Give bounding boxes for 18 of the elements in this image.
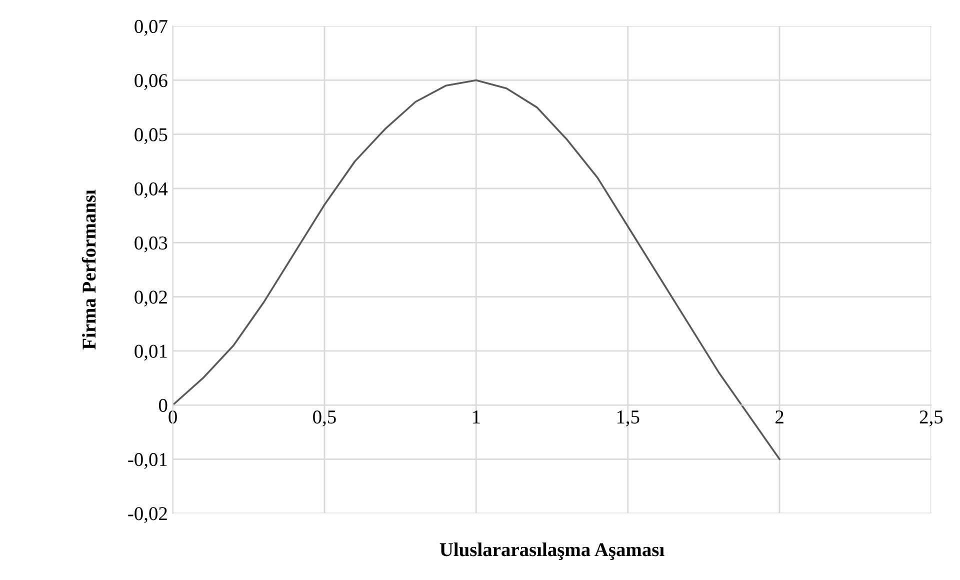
y-tick-label: 0,07 — [134, 20, 168, 36]
x-tick-label: 0,5 — [313, 410, 336, 426]
x-tick-label: 2,5 — [920, 410, 943, 426]
y-tick-label: 0,04 — [134, 182, 168, 198]
x-tick-label: 1 — [473, 410, 480, 424]
y-tick-label: -0,02 — [128, 507, 167, 524]
y-tick-label: 0,05 — [134, 128, 168, 144]
y-tick-label: 0,01 — [134, 344, 167, 361]
y-axis-title: Firma Performansı — [82, 190, 96, 350]
x-tick-label: 2 — [776, 410, 784, 424]
y-tick-label: 0,06 — [134, 74, 168, 90]
y-tick-label: 0 — [158, 398, 168, 412]
x-axis-title: Uluslararasılaşma Aşaması — [440, 542, 664, 560]
y-tick-label: 0,03 — [134, 236, 168, 252]
y-tick-label: -0,01 — [128, 452, 167, 469]
x-tick-label: 1,5 — [617, 410, 640, 426]
x-tick-label: 0 — [168, 410, 177, 424]
y-tick-label: 0,02 — [134, 290, 167, 307]
